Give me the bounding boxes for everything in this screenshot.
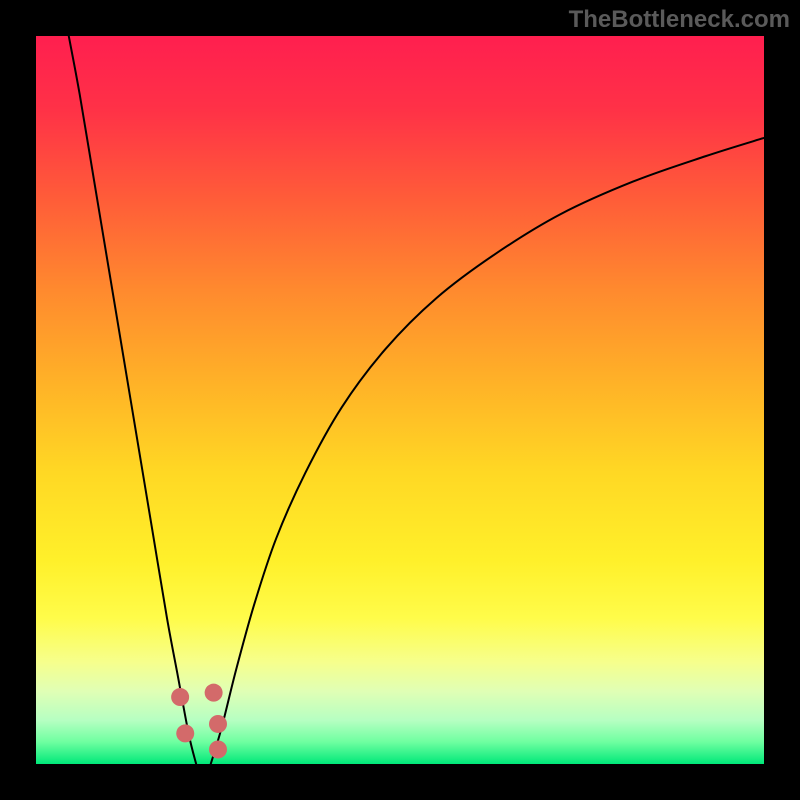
valley-right-branch	[211, 138, 764, 764]
bottleneck-dot	[205, 684, 223, 702]
valley-left-branch	[69, 36, 196, 764]
watermark-text: TheBottleneck.com	[569, 6, 790, 34]
bottleneck-dots	[171, 684, 227, 759]
bottleneck-dot	[176, 724, 194, 742]
curve-layer	[36, 36, 764, 764]
bottleneck-dot	[209, 740, 227, 758]
bottleneck-dot	[209, 715, 227, 733]
chart-stage: TheBottleneck.com	[0, 0, 800, 800]
bottleneck-dot	[171, 688, 189, 706]
plot-area	[36, 36, 764, 764]
